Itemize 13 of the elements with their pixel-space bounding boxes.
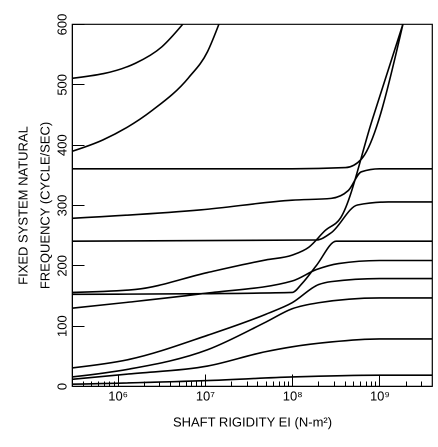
y-tick-label: 100 [54,315,70,338]
y-tick-label: 600 [54,14,70,36]
y-tick-label: 200 [54,254,70,277]
x-tick-label: 10⁸ [282,388,303,404]
y-tick-label: 300 [54,194,70,216]
y-tick-label: 400 [54,134,70,156]
x-axis-title: SHAFT RIGIDITY EI (N-m²) [172,414,332,430]
y-tick-label: 500 [54,74,70,96]
y-axis-title: FIXED SYSTEM NATURAL FREQUENCY (CYCLE/SEC) [16,122,52,290]
x-tick-label: 10⁷ [196,388,216,404]
x-tick-label: 10⁹ [370,388,390,404]
y-tick-label: 0 [54,382,70,390]
x-tick-label: 10⁶ [108,388,128,404]
